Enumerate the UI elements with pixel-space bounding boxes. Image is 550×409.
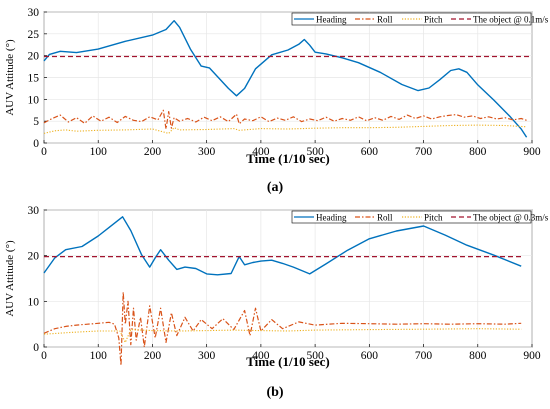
- x-tick-label: 800: [469, 146, 487, 158]
- x-tick-label: 800: [469, 350, 487, 362]
- y-tick-label: 30: [28, 7, 40, 19]
- panel-label: (b): [266, 385, 283, 400]
- series-line-heading: [43, 20, 528, 138]
- y-tick-label: 0: [33, 342, 39, 354]
- x-tick-label: 900: [523, 350, 541, 362]
- x-tick-label: 400: [252, 350, 270, 362]
- x-tick-label: 300: [198, 350, 216, 362]
- x-ticks: 0 100 200 300 400 500 600 700 800 900: [41, 140, 541, 158]
- panel-label: (a): [267, 180, 284, 195]
- y-axis-label: AUV Attitude (°): [4, 39, 16, 116]
- legend-label: Pitch: [424, 213, 443, 223]
- x-tick-label: 200: [144, 146, 162, 158]
- x-tick-label: 100: [90, 350, 108, 362]
- grid-lines: [43, 11, 533, 144]
- x-tick-label: 900: [523, 146, 541, 158]
- x-tick-label: 0: [41, 146, 47, 158]
- grid-lines: [43, 209, 533, 348]
- x-tick-label: 400: [252, 146, 270, 158]
- legend: Heading Roll Pitch The object @ 0.3m/s: [291, 210, 549, 224]
- x-tick-label: 500: [306, 350, 324, 362]
- x-tick-label: 700: [415, 350, 433, 362]
- y-tick-label: 15: [28, 73, 40, 85]
- series-line-roll: [43, 109, 527, 130]
- y-tick-label: 10: [28, 94, 40, 106]
- y-tick-label: 30: [28, 205, 40, 217]
- chart-panel-b: 0 100 200 300 400 500 600 700 800 900 0 10 20 30 Hea…: [4, 205, 549, 400]
- legend-label: The object @ 0.1m/s: [473, 15, 549, 25]
- y-ticks: 0 5 10 15 20 25 30: [28, 7, 47, 150]
- x-tick-label: 700: [415, 146, 433, 158]
- y-tick-label: 5: [33, 116, 39, 128]
- x-ticks: 0 100 200 300 400 500 600 700 800 900: [41, 344, 541, 362]
- series-line-pitch: [43, 328, 522, 343]
- series-line-roll: [43, 291, 522, 366]
- y-axis-label: AUV Attitude (°): [4, 240, 16, 317]
- legend-label: Roll: [377, 213, 393, 223]
- legend-label: The object @ 0.3m/s: [473, 213, 549, 223]
- chart-panel-a: 0 100 200 300 400 500 600 700 800 900 0 5 10 15 20 25 3…: [4, 7, 549, 195]
- legend-label: Heading: [316, 213, 347, 223]
- series-line-heading: [43, 216, 522, 276]
- y-ticks: 0 10 20 30: [28, 205, 47, 354]
- y-tick-label: 25: [28, 29, 40, 41]
- y-tick-label: 20: [28, 251, 40, 263]
- y-tick-label: 10: [28, 296, 40, 308]
- x-axis-label: Time (1/10 sec): [246, 354, 330, 369]
- plot-frame: [43, 209, 533, 348]
- legend-label: Heading: [316, 15, 347, 25]
- series-layer: [43, 20, 532, 138]
- legend-label: Pitch: [424, 15, 443, 25]
- y-tick-label: 0: [33, 138, 39, 150]
- x-tick-label: 0: [41, 350, 47, 362]
- x-tick-label: 600: [361, 350, 379, 362]
- legend: Heading Roll Pitch The object @ 0.1m/s: [291, 12, 549, 26]
- y-tick-label: 20: [28, 51, 40, 63]
- x-tick-label: 100: [90, 146, 108, 158]
- x-tick-label: 500: [306, 146, 324, 158]
- x-tick-label: 300: [198, 146, 216, 158]
- series-line-pitch: [43, 124, 527, 134]
- x-axis-label: Time (1/10 sec): [246, 151, 330, 166]
- series-layer: [43, 216, 522, 366]
- x-tick-label: 600: [361, 146, 379, 158]
- x-tick-label: 200: [144, 350, 162, 362]
- legend-label: Roll: [377, 15, 393, 25]
